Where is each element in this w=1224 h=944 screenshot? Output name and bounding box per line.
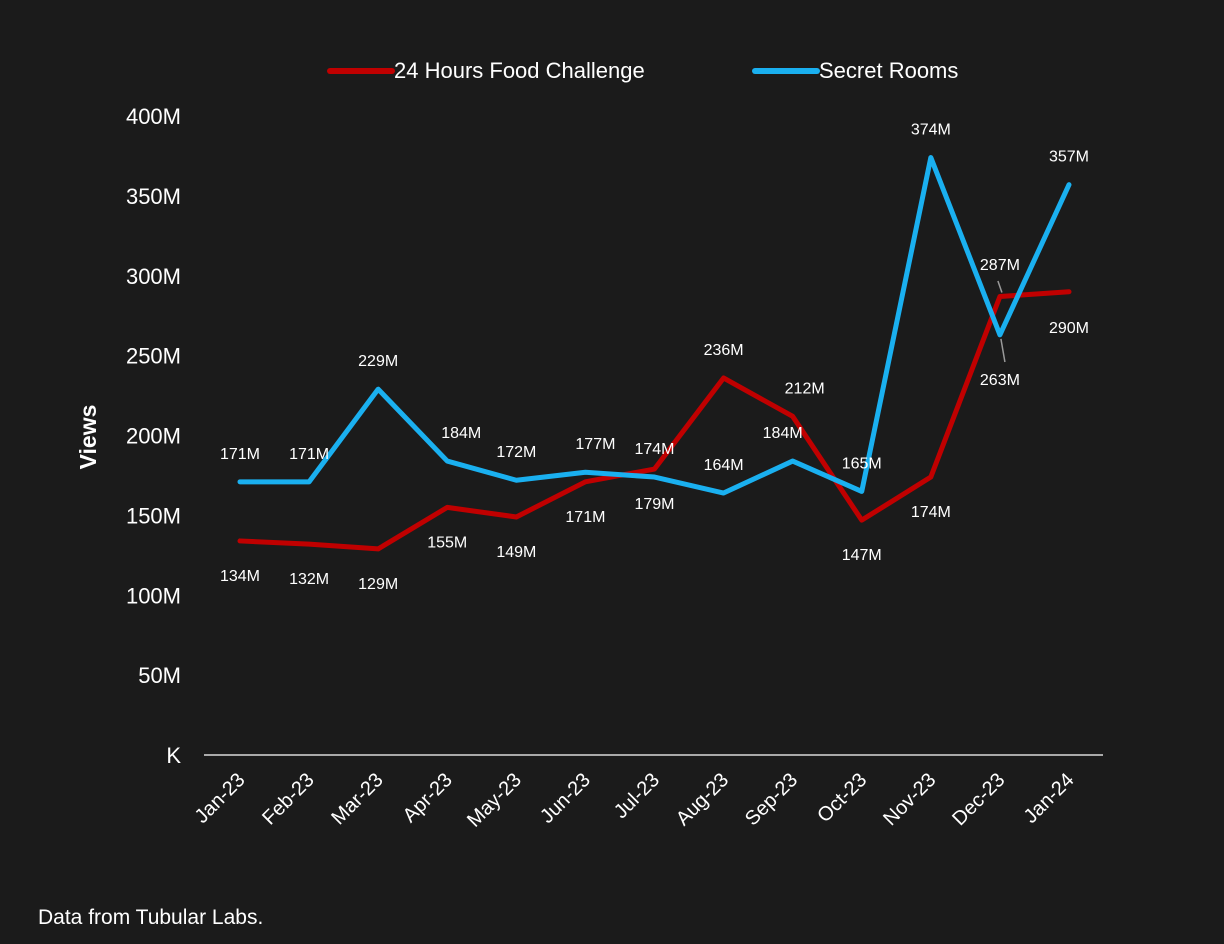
x-tick-label: Mar-23 (327, 769, 387, 829)
y-tick-label: 400M (126, 104, 181, 129)
x-axis: Jan-23 Feb-23 Mar-23 Apr-23 May-23 Jun-23 Jul-… (191, 769, 1079, 832)
y-tick-label: 100M (126, 583, 181, 608)
legend-label: 24 Hours Food Challenge (394, 58, 645, 83)
data-label: 147M (842, 547, 882, 564)
y-axis: K 50M 100M 150M 200M 250M 300M 350M 400M (126, 104, 181, 768)
data-label: 229M (358, 353, 398, 370)
x-tick-label: Dec-23 (948, 769, 1009, 830)
data-label: 171M (220, 446, 260, 463)
x-tick-label: Oct-23 (813, 769, 871, 827)
x-tick-label: Jan-24 (1020, 769, 1079, 828)
x-tick-label: Nov-23 (879, 769, 940, 830)
leader-line (997, 280, 1003, 293)
y-tick-label: 300M (126, 264, 181, 289)
data-label: 287M (980, 257, 1020, 274)
data-label: 155M (427, 534, 467, 551)
y-tick-label: 200M (126, 424, 181, 449)
leader-lines (997, 280, 1006, 363)
y-tick-label: 250M (126, 344, 181, 369)
data-label: 179M (634, 496, 674, 513)
data-label: 172M (496, 444, 536, 461)
data-label: 357M (1049, 149, 1089, 166)
data-label: 132M (289, 571, 329, 588)
data-label: 263M (980, 372, 1020, 389)
data-label: 374M (911, 122, 951, 139)
source-note: Data from Tubular Labs. (38, 906, 264, 929)
y-tick-label: 350M (126, 184, 181, 209)
x-tick-label: May-23 (463, 769, 526, 832)
data-label: 184M (763, 425, 803, 442)
x-tick-label: Sep-23 (741, 769, 802, 830)
data-label: 164M (704, 457, 744, 474)
series-lines (237, 155, 1072, 552)
data-labels: 134M 132M 129M 155M 149M 171M 179M 236M 212M 147M… (220, 122, 1089, 593)
x-tick-label: Feb-23 (258, 769, 318, 829)
line-chart: 24 Hours Food Challenge Secret Rooms K 50M… (75, 58, 1103, 832)
data-label: 184M (441, 425, 481, 442)
data-label: 171M (565, 509, 605, 526)
x-tick-label: Aug-23 (672, 769, 733, 830)
data-label: 174M (911, 504, 951, 521)
data-label: 149M (496, 544, 536, 561)
x-tick-label: Apr-23 (399, 769, 457, 827)
x-tick-label: Jul-23 (610, 769, 664, 823)
series-line-food-challenge (237, 289, 1072, 552)
data-label: 165M (842, 455, 882, 472)
data-label: 171M (289, 446, 329, 463)
x-tick-label: Jan-23 (191, 769, 250, 828)
data-label: 134M (220, 568, 260, 585)
data-label: 129M (358, 576, 398, 593)
data-label: 236M (704, 342, 744, 359)
y-axis-title: Views (75, 405, 101, 470)
data-label: 174M (634, 441, 674, 458)
y-tick-label: 150M (126, 503, 181, 528)
legend-label: Secret Rooms (819, 58, 958, 83)
y-tick-label: 50M (138, 663, 181, 688)
x-tick-label: Jun-23 (536, 769, 595, 828)
data-label: 290M (1049, 320, 1089, 337)
series-line-secret-rooms (237, 155, 1072, 496)
legend: 24 Hours Food Challenge Secret Rooms (327, 58, 958, 83)
data-label: 212M (785, 380, 825, 397)
data-label: 177M (575, 436, 615, 453)
y-tick-label: K (166, 743, 181, 768)
leader-line (1000, 338, 1006, 363)
